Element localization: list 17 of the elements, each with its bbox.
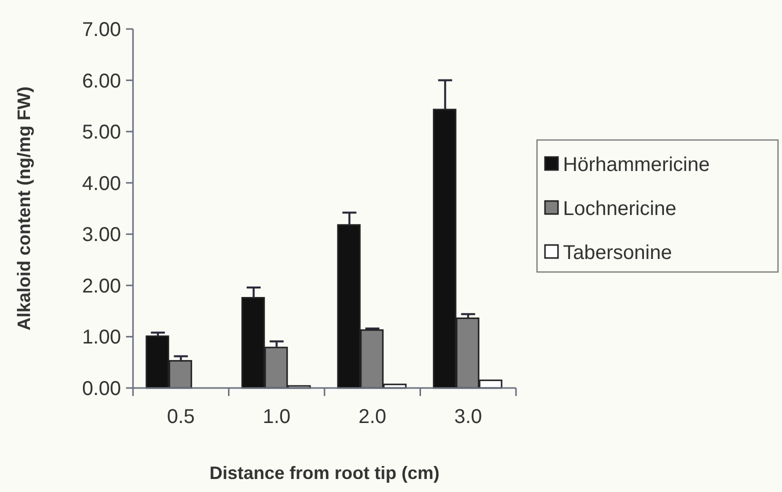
- x-tick-label: 2.0: [358, 406, 386, 428]
- y-axis-title: Alkaloid content (ng/mg FW): [14, 86, 34, 330]
- y-tick-label: 1.00: [82, 326, 121, 349]
- x-tick-label: 1.0: [262, 406, 291, 428]
- y-tick-label: 3.00: [82, 224, 121, 246]
- legend-label: Hörhammericine: [563, 154, 710, 176]
- x-tick-label: 3.0: [454, 406, 482, 428]
- y-tick-label: 2.00: [82, 275, 121, 298]
- y-tick-label: 5.00: [82, 122, 121, 144]
- x-axis-title: Distance from root tip (cm): [209, 463, 440, 483]
- x-tick-label: 0.5: [166, 406, 195, 428]
- y-tick-label: 4.00: [82, 172, 121, 195]
- y-tick-label: 6.00: [82, 70, 121, 92]
- legend-label: Lochnericine: [563, 198, 676, 220]
- y-tick-label: 0.00: [82, 378, 121, 400]
- y-tick-label: 7.00: [82, 19, 121, 41]
- legend-label: Tabersonine: [563, 242, 672, 264]
